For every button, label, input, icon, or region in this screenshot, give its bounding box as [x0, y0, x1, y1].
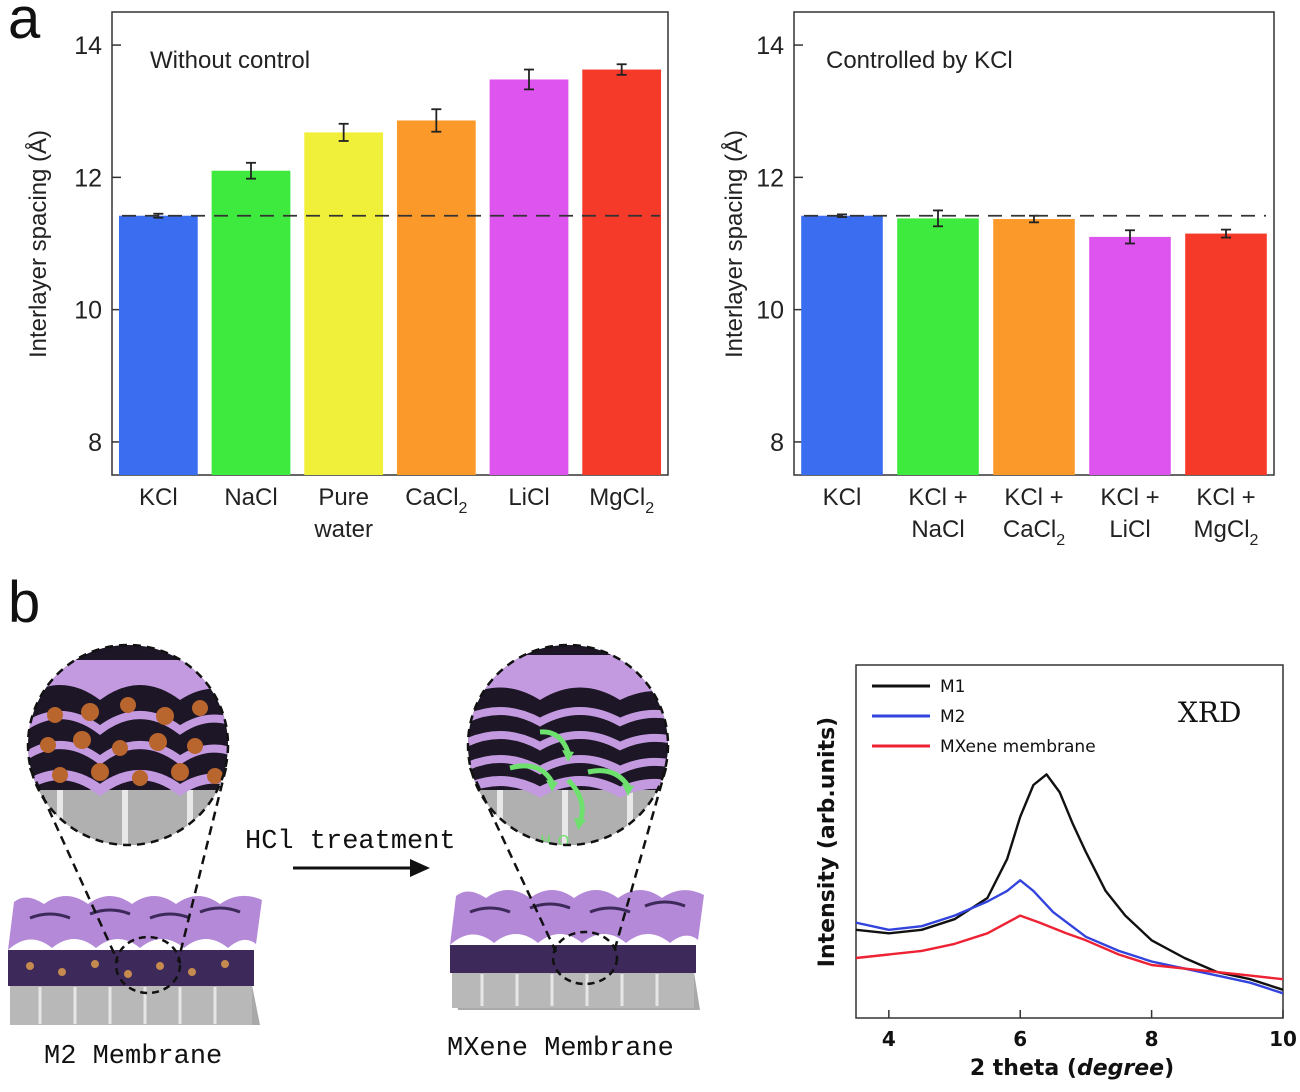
- category-label: KCl +: [1196, 484, 1255, 511]
- xrd-xlabel: 2 theta (degree): [970, 1056, 1174, 1081]
- category-label: KCl +: [908, 484, 967, 511]
- category-label: MgCl2: [589, 484, 654, 517]
- series-line-m2: [856, 879, 1283, 995]
- bar: [211, 170, 291, 475]
- y-tick-label: 8: [770, 429, 784, 457]
- y-tick-label: 14: [756, 32, 784, 60]
- bar: [801, 215, 883, 475]
- chart-b-title: Controlled by KCl: [826, 47, 1013, 74]
- y-tick-label: 14: [74, 32, 102, 60]
- bar: [582, 69, 662, 476]
- bar: [897, 218, 979, 475]
- y-tick-label: 10: [74, 297, 102, 325]
- series-line-mxene-membrane: [856, 914, 1283, 981]
- chart-controlled-by-kcl: Controlled by KCl Interlayer spacing (Å)…: [720, 11, 1275, 549]
- legend-label: M1: [940, 677, 965, 697]
- bar: [118, 215, 198, 475]
- legend-label: M2: [940, 707, 965, 727]
- x-tick-label: 6: [1013, 1027, 1027, 1051]
- hcl-treatment-arrow: HCl treatment: [245, 827, 456, 877]
- bar: [1089, 236, 1171, 475]
- category-label-line2: CaCl2: [1003, 516, 1065, 549]
- category-label: Pure: [318, 484, 369, 511]
- y-tick-label: 12: [74, 164, 102, 192]
- bar: [396, 120, 476, 475]
- category-label-line2: NaCl: [911, 516, 964, 543]
- bar: [993, 219, 1075, 475]
- category-label: KCl +: [1100, 484, 1159, 511]
- panel-label-b: b: [8, 570, 40, 635]
- panel-label-a: a: [8, 0, 41, 51]
- arrow-label: HCl treatment: [245, 827, 456, 857]
- category-label-line2: LiCl: [1109, 516, 1150, 543]
- xrd-title: XRD: [1178, 696, 1241, 729]
- chart-without-control: Without control Interlayer spacing (Å) 8…: [24, 11, 669, 543]
- schematic: HCl treatment: [8, 643, 704, 1072]
- y-tick-label: 8: [88, 429, 102, 457]
- m2-membrane-illustration: [8, 895, 262, 1025]
- left-caption: M2 Membrane: [44, 1042, 222, 1072]
- category-label: KCl +: [1004, 484, 1063, 511]
- bar: [1185, 233, 1267, 475]
- x-tick-label: 10: [1269, 1027, 1297, 1051]
- category-label-line2: water: [313, 516, 373, 543]
- y-tick-label: 10: [756, 297, 784, 325]
- chart-a-ylabel: Interlayer spacing (Å): [24, 130, 52, 358]
- legend-label: MXene membrane: [940, 737, 1096, 757]
- bar: [489, 79, 569, 476]
- category-label: KCl: [823, 484, 862, 511]
- x-tick-label: 4: [882, 1027, 896, 1051]
- xrd-ylabel: Intensity (arb.units): [815, 717, 840, 968]
- y-tick-label: 12: [756, 164, 784, 192]
- x-tick-label: 8: [1145, 1027, 1159, 1051]
- category-label: NaCl: [224, 484, 277, 511]
- chart-a-title: Without control: [150, 47, 310, 74]
- chart-a-frame: [111, 11, 669, 476]
- category-label: CaCl2: [405, 484, 467, 517]
- category-label-line2: MgCl2: [1194, 516, 1259, 549]
- mxene-membrane-illustration: [450, 890, 704, 1010]
- right-caption: MXene Membrane: [447, 1034, 674, 1064]
- bar: [304, 132, 384, 475]
- mxene-zoom-circle: H2O: [466, 643, 670, 953]
- category-label: KCl: [139, 484, 178, 511]
- chart-b-ylabel: Interlayer spacing (Å): [720, 130, 748, 358]
- xrd-frame: [855, 664, 1284, 1019]
- m2-zoom-circle: [26, 643, 230, 963]
- category-label: LiCl: [508, 484, 549, 511]
- series-line-m1: [856, 773, 1283, 991]
- xrd-chart: XRD M1 M2 MXene membrane 4 6 8 10 2 theta (de…: [815, 664, 1297, 1081]
